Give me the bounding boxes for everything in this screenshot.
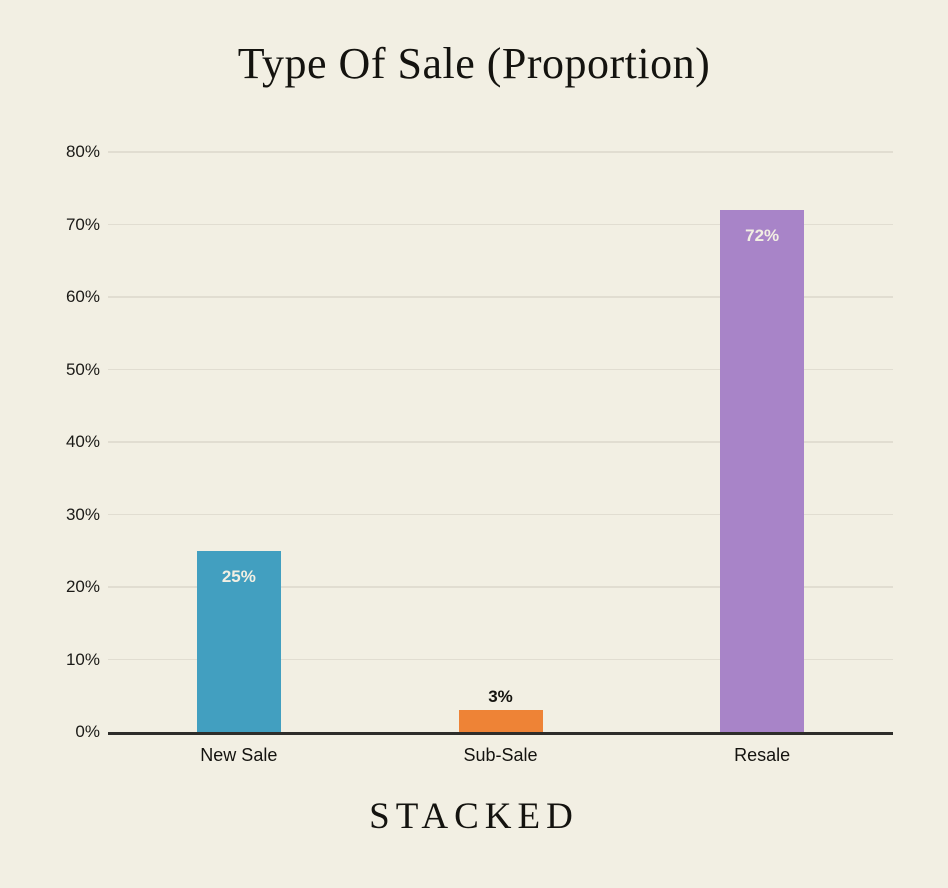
gridline-20% <box>108 586 893 588</box>
y-axis-tick-label: 70% <box>65 214 100 234</box>
bar-value-label: 72% <box>745 226 780 245</box>
bar-sub-sale <box>458 710 543 732</box>
bar-new-sale <box>196 550 281 732</box>
y-axis-tick-label: 50% <box>65 359 100 379</box>
y-axis-tick-label: 40% <box>65 432 100 451</box>
y-axis-tick-label: 10% <box>65 649 100 669</box>
x-axis-category-label: Sub-Sale <box>463 745 538 765</box>
gridline-80% <box>108 151 893 153</box>
gridline-40% <box>108 441 893 443</box>
y-axis-tick-label: 30% <box>65 504 100 524</box>
y-axis-tick-label: 80% <box>65 142 100 161</box>
gridline-30% <box>108 513 893 515</box>
y-axis-tick-label: 0% <box>75 722 100 741</box>
bar-value-label: 25% <box>221 566 256 586</box>
x-axis-category-label: Resale <box>734 745 791 765</box>
y-axis-tick-label: 20% <box>65 577 100 596</box>
gridline-60% <box>108 296 893 298</box>
plot-area: 0% 10% 20% 30% 40% 50% 60% 70% 80% 25% New Sale 3% S… <box>66 142 893 765</box>
y-axis-tick-label: 60% <box>65 287 100 306</box>
gridline-70% <box>108 223 893 225</box>
x-axis-category-label: New Sale <box>200 745 278 765</box>
gridline-10% <box>108 658 893 660</box>
bar-resale <box>720 210 805 732</box>
chart-title: Type Of Sale (Proportion) <box>237 39 711 88</box>
brand-logo: STACKED <box>369 796 579 837</box>
gridline-50% <box>108 368 893 370</box>
bar-value-label: 3% <box>488 687 513 707</box>
